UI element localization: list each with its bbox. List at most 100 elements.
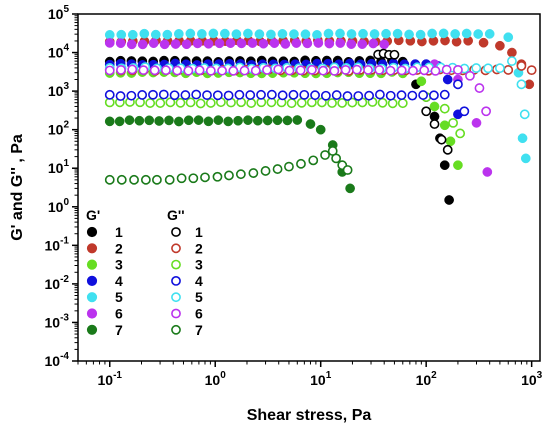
data-point xyxy=(114,116,125,127)
legend-marker-gprime-1 xyxy=(86,226,98,238)
data-point xyxy=(429,101,440,112)
data-point xyxy=(392,28,403,39)
x-axis: 10-1 100 101 102 103 xyxy=(77,361,543,388)
data-point xyxy=(252,115,263,126)
data-point xyxy=(494,63,505,74)
legend-marker-gdoubleprime-7 xyxy=(171,324,181,335)
data-point xyxy=(441,64,452,75)
data-point xyxy=(340,64,351,75)
data-point xyxy=(374,64,385,75)
data-point xyxy=(396,90,407,101)
legend-marker-gdoubleprime-5 xyxy=(171,292,181,303)
x-tick-label: 103 xyxy=(521,370,543,388)
data-point xyxy=(284,161,294,172)
data-point xyxy=(127,64,138,75)
series-gdoubleprime-3 xyxy=(104,92,466,139)
data-point xyxy=(421,106,432,117)
legend-header-g-prime: G' xyxy=(86,207,100,223)
data-point xyxy=(223,116,234,127)
data-point xyxy=(170,39,181,49)
data-point xyxy=(408,65,418,76)
data-point xyxy=(239,65,250,76)
data-point xyxy=(246,98,257,108)
y-tick-label: 105 xyxy=(48,4,70,22)
legend-header-g-double-prime: G'' xyxy=(167,207,185,223)
data-point xyxy=(346,29,357,39)
data-point xyxy=(173,29,184,39)
data-point xyxy=(273,64,284,75)
data-point xyxy=(481,106,492,117)
legend-label-gprime-4: 4 xyxy=(115,273,123,289)
data-point xyxy=(149,65,160,76)
data-point xyxy=(124,115,135,126)
data-point xyxy=(430,65,441,76)
data-point xyxy=(180,90,191,100)
data-point xyxy=(138,65,149,76)
data-point xyxy=(152,174,162,185)
legend-label-gprime-6: 6 xyxy=(115,306,123,322)
data-point xyxy=(262,115,273,126)
data-point xyxy=(258,38,269,49)
data-point xyxy=(507,56,517,67)
data-point xyxy=(377,97,388,108)
data-point xyxy=(429,90,439,101)
data-point xyxy=(172,65,183,76)
data-point xyxy=(104,116,115,127)
data-point xyxy=(203,116,214,127)
data-point xyxy=(191,89,202,100)
data-point xyxy=(353,91,364,101)
data-point xyxy=(415,29,426,40)
data-point xyxy=(323,28,334,39)
data-point xyxy=(183,65,194,76)
legend-marker-gdoubleprime-3 xyxy=(171,259,181,270)
data-point xyxy=(453,160,463,171)
data-point xyxy=(342,165,353,175)
data-point xyxy=(205,65,216,76)
data-point xyxy=(320,90,331,101)
data-point xyxy=(284,65,295,76)
data-point xyxy=(407,90,418,101)
data-point xyxy=(478,37,489,48)
legend-label-gdoubleprime-5: 5 xyxy=(195,289,203,305)
data-point xyxy=(517,133,528,144)
data-point xyxy=(277,29,288,39)
data-point xyxy=(193,115,204,125)
data-point xyxy=(266,89,277,100)
y-tick-label: 10-1 xyxy=(45,235,70,253)
data-point xyxy=(331,153,342,164)
data-point xyxy=(126,39,137,50)
data-point xyxy=(225,38,236,48)
data-point xyxy=(195,98,206,109)
data-point xyxy=(272,164,283,174)
data-point xyxy=(286,98,297,109)
data-point xyxy=(396,65,407,76)
data-point xyxy=(212,90,223,101)
y-tick-label: 10-4 xyxy=(45,351,70,369)
data-point xyxy=(104,65,115,76)
data-point xyxy=(520,153,531,164)
data-point xyxy=(213,115,224,125)
data-point xyxy=(289,29,299,39)
legend-label-gprime-1: 1 xyxy=(115,224,123,240)
data-point xyxy=(419,65,430,76)
data-point xyxy=(129,174,139,185)
data-point xyxy=(375,89,385,100)
data-point xyxy=(442,74,453,85)
legend-label-gdoubleprime-3: 3 xyxy=(195,257,203,273)
data-point xyxy=(296,158,306,169)
data-point xyxy=(173,116,184,127)
data-point xyxy=(368,38,379,49)
data-point xyxy=(217,65,227,76)
data-point xyxy=(208,28,219,39)
data-point xyxy=(148,38,159,49)
data-point xyxy=(315,124,326,135)
data-point xyxy=(305,119,316,129)
legend-label-gdoubleprime-2: 2 xyxy=(195,240,203,256)
data-point xyxy=(385,90,396,101)
y-tick-label: 103 xyxy=(48,81,70,99)
data-point xyxy=(139,28,150,39)
data-point xyxy=(243,28,253,39)
data-point xyxy=(444,195,454,205)
data-point xyxy=(445,136,456,147)
data-point xyxy=(200,172,210,183)
